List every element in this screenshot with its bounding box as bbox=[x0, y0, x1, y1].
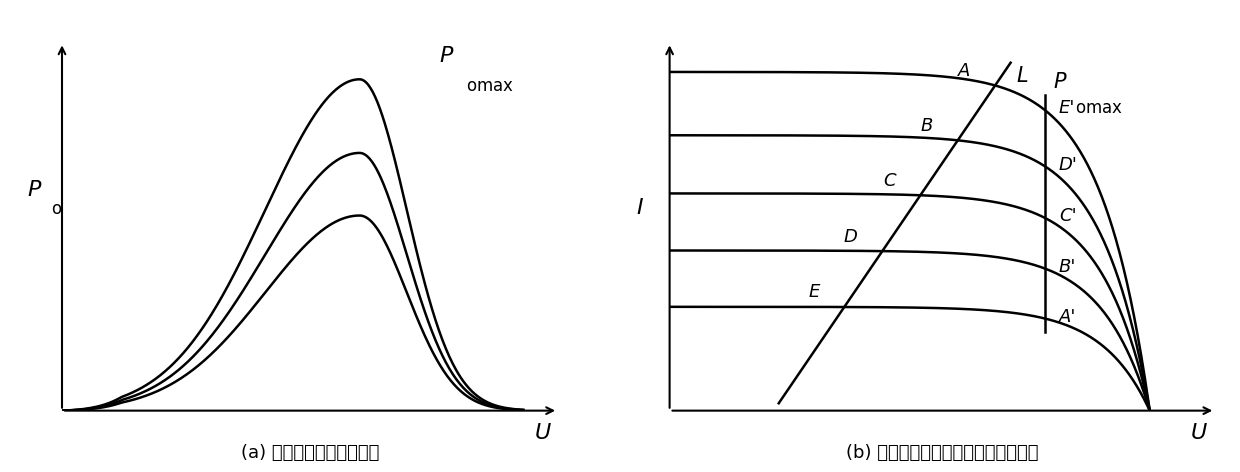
Text: $\mathregular{omax}$: $\mathregular{omax}$ bbox=[466, 77, 515, 95]
Text: $L$: $L$ bbox=[1016, 67, 1028, 86]
Text: D': D' bbox=[1059, 156, 1078, 174]
Text: $\mathregular{o}$: $\mathregular{o}$ bbox=[51, 200, 62, 218]
Text: E: E bbox=[808, 284, 820, 302]
Text: B: B bbox=[921, 117, 934, 135]
Text: $P$: $P$ bbox=[1054, 72, 1068, 92]
Text: B': B' bbox=[1059, 258, 1076, 276]
Text: D: D bbox=[843, 228, 858, 245]
Text: (a) 光伏电池功率电压曲线: (a) 光伏电池功率电压曲线 bbox=[241, 444, 379, 462]
Text: $P$: $P$ bbox=[439, 46, 454, 67]
Text: C': C' bbox=[1059, 207, 1076, 225]
Text: A: A bbox=[959, 62, 971, 80]
Text: $U$: $U$ bbox=[1190, 423, 1208, 443]
Text: C: C bbox=[883, 172, 897, 190]
Text: A': A' bbox=[1059, 308, 1076, 326]
Text: $U$: $U$ bbox=[534, 423, 552, 443]
Text: $\mathregular{omax}$: $\mathregular{omax}$ bbox=[1075, 99, 1123, 117]
Text: E': E' bbox=[1059, 100, 1075, 118]
Text: $I$: $I$ bbox=[636, 198, 644, 218]
Text: $P$: $P$ bbox=[27, 180, 42, 200]
Text: (b) 光伏电池输出特性与负载匹配曲线: (b) 光伏电池输出特性与负载匹配曲线 bbox=[846, 444, 1039, 462]
